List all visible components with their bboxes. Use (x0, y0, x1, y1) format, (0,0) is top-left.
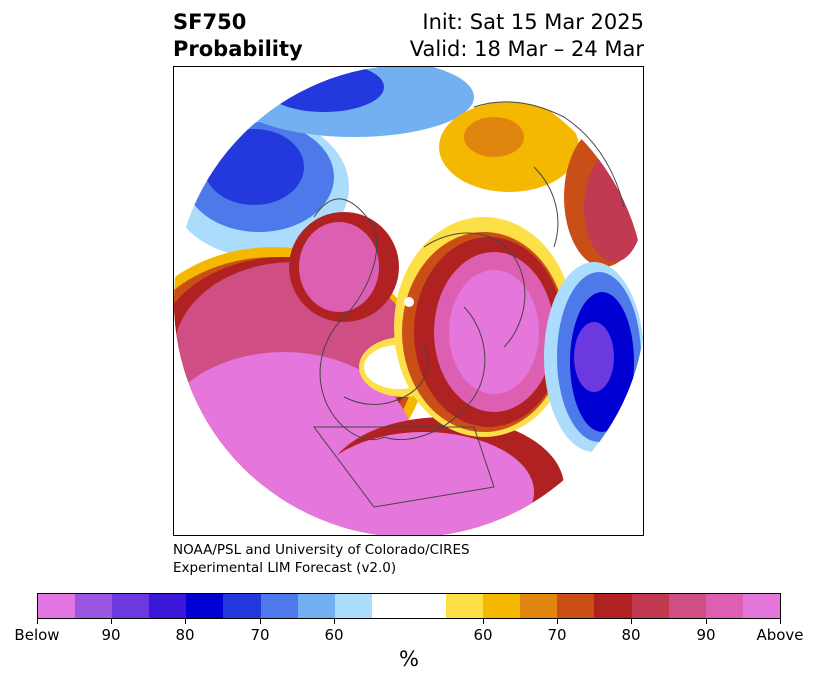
colorbar-tickmark (557, 619, 558, 624)
credit-line-2: Experimental LIM Forecast (v2.0) (173, 560, 397, 576)
colorbar-tick-label: 80 (175, 626, 195, 644)
colorbar-tick-label: 90 (101, 626, 121, 644)
colorbar-tickmark (185, 619, 186, 624)
colorbar-tickmark (37, 619, 38, 624)
variable-name: SF750 (173, 10, 247, 34)
colorbar-segment (557, 594, 595, 618)
colorbar-segment (371, 594, 409, 618)
colorbar-tickmark (780, 619, 781, 624)
colorbar-tick-label: 80 (621, 626, 641, 644)
colorbar-tick-label: Below (14, 626, 60, 644)
polar-map (173, 66, 644, 536)
colorbar-tick-label: 90 (696, 626, 716, 644)
colorbar-segment (149, 594, 187, 618)
colorbar-tick-label: 60 (473, 626, 493, 644)
colorbar-segment (483, 594, 521, 618)
colorbar-tickmark (631, 619, 632, 624)
colorbar-segment (38, 594, 76, 618)
colorbar-tick-label: 60 (324, 626, 344, 644)
credit-line-1: NOAA/PSL and University of Colorado/CIRE… (173, 542, 470, 558)
colorbar-unit: % (399, 647, 419, 671)
colorbar-tickmark (706, 619, 707, 624)
colorbar-segment (668, 594, 706, 618)
colorbar-segment (334, 594, 372, 618)
colorbar-tickmark (334, 619, 335, 624)
colorbar-tick-label: Above (756, 626, 804, 644)
colorbar-segment (260, 594, 298, 618)
valid-range: Valid: 18 Mar – 24 Mar (409, 37, 644, 61)
probability-field (174, 67, 643, 535)
map-title: SF750 Probability (173, 9, 303, 63)
colorbar-tick-label: 70 (250, 626, 270, 644)
colorbar-tickmark (111, 619, 112, 624)
init-date: Init: Sat 15 Mar 2025 (422, 10, 644, 34)
colorbar-segment (594, 594, 632, 618)
map-canvas (174, 67, 643, 535)
colorbar-segment (186, 594, 224, 618)
colorbar-tickmark (260, 619, 261, 624)
colorbar-segment (112, 594, 150, 618)
forecast-dates: Init: Sat 15 Mar 2025 Valid: 18 Mar – 24… (410, 9, 644, 63)
coastlines (313, 101, 625, 508)
credit-text: NOAA/PSL and University of Colorado/CIRE… (173, 541, 470, 577)
colorbar-segment (705, 594, 743, 618)
colorbar-segment (446, 594, 484, 618)
product-name: Probability (173, 37, 303, 61)
colorbar-tickmark (483, 619, 484, 624)
colorbar-segment (408, 594, 447, 618)
colorbar-tick-label: 70 (547, 626, 567, 644)
colorbar-segment (520, 594, 558, 618)
colorbar-segment (75, 594, 113, 618)
colorbar-segment (631, 594, 669, 618)
colorbar-segment (223, 594, 261, 618)
colorbar-segment (742, 594, 780, 618)
colorbar (37, 593, 781, 619)
colorbar-segment (297, 594, 335, 618)
